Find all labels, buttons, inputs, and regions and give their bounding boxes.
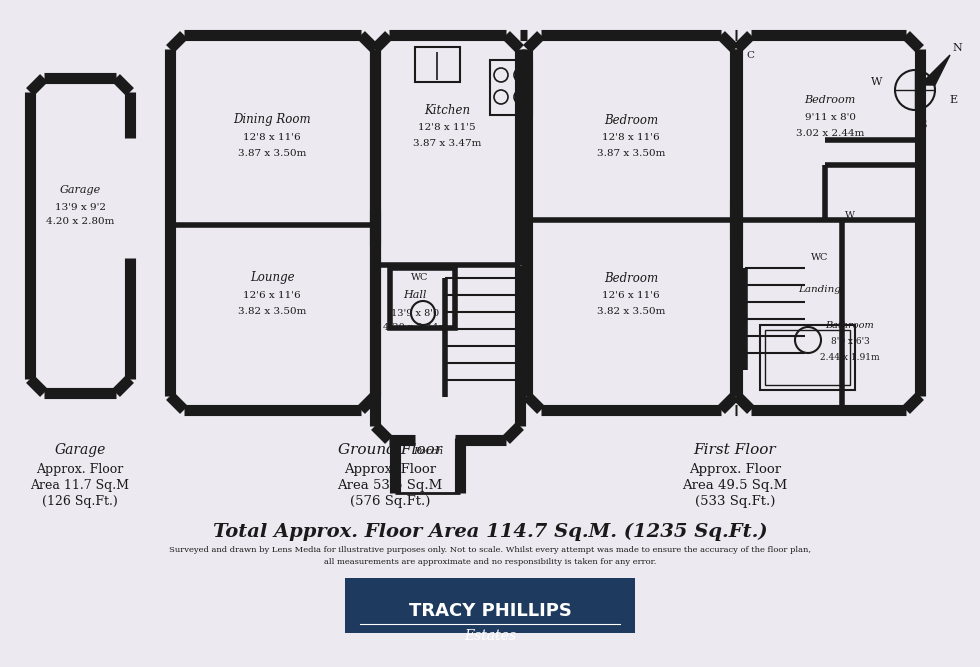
Text: Landing: Landing <box>799 285 842 295</box>
Text: Area 53.5 Sq.M: Area 53.5 Sq.M <box>337 480 443 492</box>
Text: 9'11 x 8'0: 9'11 x 8'0 <box>805 113 856 123</box>
Text: Hall: Hall <box>404 290 426 300</box>
Text: 4.20 x 2.80m: 4.20 x 2.80m <box>46 217 115 227</box>
Text: Ground Floor: Ground Floor <box>338 443 442 457</box>
Text: (576 Sq.Ft.): (576 Sq.Ft.) <box>350 496 430 508</box>
Text: Porch: Porch <box>413 448 443 456</box>
Text: 12'6 x 11'6: 12'6 x 11'6 <box>243 291 301 301</box>
Text: Garage: Garage <box>54 443 106 457</box>
Text: 12'8 x 11'5: 12'8 x 11'5 <box>418 123 476 133</box>
Text: 3.87 x 3.50m: 3.87 x 3.50m <box>238 149 306 157</box>
Text: 13'9 x 9'2: 13'9 x 9'2 <box>55 203 106 211</box>
Text: 12'8 x 11'6: 12'8 x 11'6 <box>602 133 660 143</box>
Text: Area 11.7 Sq.M: Area 11.7 Sq.M <box>30 480 129 492</box>
Text: (533 Sq.Ft.): (533 Sq.Ft.) <box>695 496 775 508</box>
Text: WC: WC <box>811 253 829 263</box>
Text: C: C <box>746 51 754 59</box>
Text: Bedroom: Bedroom <box>604 113 658 127</box>
Text: Garage: Garage <box>60 185 101 195</box>
Text: Total Approx. Floor Area 114.7 Sq.M. (1235 Sq.Ft.): Total Approx. Floor Area 114.7 Sq.M. (12… <box>213 523 767 541</box>
Text: Kitchen: Kitchen <box>424 103 470 117</box>
Text: 3.82 x 3.50m: 3.82 x 3.50m <box>597 307 665 315</box>
Text: Area 49.5 Sq.M: Area 49.5 Sq.M <box>682 480 788 492</box>
Bar <box>765 330 850 385</box>
Text: 3.87 x 3.47m: 3.87 x 3.47m <box>413 139 481 147</box>
Text: 2.44 x 1.91m: 2.44 x 1.91m <box>820 352 880 362</box>
Polygon shape <box>920 55 950 85</box>
Bar <box>760 325 855 390</box>
Text: 12'6 x 11'6: 12'6 x 11'6 <box>602 291 660 301</box>
Text: 13'9 x 8'0: 13'9 x 8'0 <box>391 309 439 317</box>
Bar <box>415 47 460 82</box>
Text: Dining Room: Dining Room <box>233 113 311 127</box>
Text: S: S <box>919 120 927 130</box>
Text: Bathroom: Bathroom <box>825 321 874 329</box>
Bar <box>390 268 455 328</box>
Text: Approx. Floor: Approx. Floor <box>36 464 123 476</box>
Text: (126 Sq.Ft.): (126 Sq.Ft.) <box>42 496 118 508</box>
Text: all measurements are approximate and no responsibility is taken for any error.: all measurements are approximate and no … <box>323 558 657 566</box>
Bar <box>345 578 635 633</box>
Text: Approx. Floor: Approx. Floor <box>689 464 781 476</box>
Text: Lounge: Lounge <box>250 271 294 285</box>
Text: 8'0 x 6'3: 8'0 x 6'3 <box>831 338 869 346</box>
Text: N: N <box>953 43 962 53</box>
Text: TRACY PHILLIPS: TRACY PHILLIPS <box>409 602 571 620</box>
Text: 3.87 x 3.50m: 3.87 x 3.50m <box>597 149 665 157</box>
Text: 3.82 x 3.50m: 3.82 x 3.50m <box>238 307 306 315</box>
Text: 12'8 x 11'6: 12'8 x 11'6 <box>243 133 301 143</box>
Text: W: W <box>845 211 855 219</box>
Text: E: E <box>949 95 957 105</box>
Text: 3.02 x 2.44m: 3.02 x 2.44m <box>796 129 864 137</box>
Text: Surveyed and drawn by Lens Media for illustrative purposes only. Not to scale. W: Surveyed and drawn by Lens Media for ill… <box>169 546 811 554</box>
Text: Estates: Estates <box>464 628 516 642</box>
Text: Approx. Floor: Approx. Floor <box>344 464 436 476</box>
Text: Bedroom: Bedroom <box>805 95 856 105</box>
Text: W: W <box>871 77 883 87</box>
Text: WC: WC <box>412 273 428 283</box>
Text: 4.20 x 2.44m: 4.20 x 2.44m <box>382 323 448 333</box>
Text: First Floor: First Floor <box>694 443 776 457</box>
Text: Bedroom: Bedroom <box>604 271 658 285</box>
Bar <box>490 60 532 115</box>
